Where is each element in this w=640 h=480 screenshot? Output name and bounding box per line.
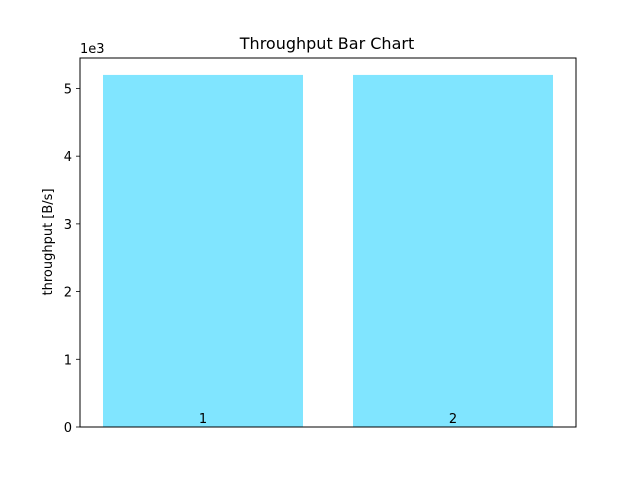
y-tick-label: 2 <box>64 286 72 301</box>
axes-frame <box>79 57 577 428</box>
plot-area: 1 2 0 1 2 3 4 5 <box>64 57 577 436</box>
bar-label-2: 2 <box>449 412 457 427</box>
y-tick-label: 4 <box>64 150 72 165</box>
bar-label-1: 1 <box>199 412 207 427</box>
y-tick-label: 3 <box>64 218 72 233</box>
chart-title: Throughput Bar Chart <box>239 34 414 53</box>
y-axis-scale-label: 1e3 <box>80 42 105 57</box>
y-tick-label: 5 <box>64 82 72 97</box>
y-tick-label: 0 <box>64 421 72 436</box>
y-tick-label: 1 <box>64 353 72 368</box>
bar-2 <box>353 74 553 427</box>
y-axis-label: throughput [B/s] <box>41 188 56 295</box>
bar-1 <box>103 74 303 427</box>
